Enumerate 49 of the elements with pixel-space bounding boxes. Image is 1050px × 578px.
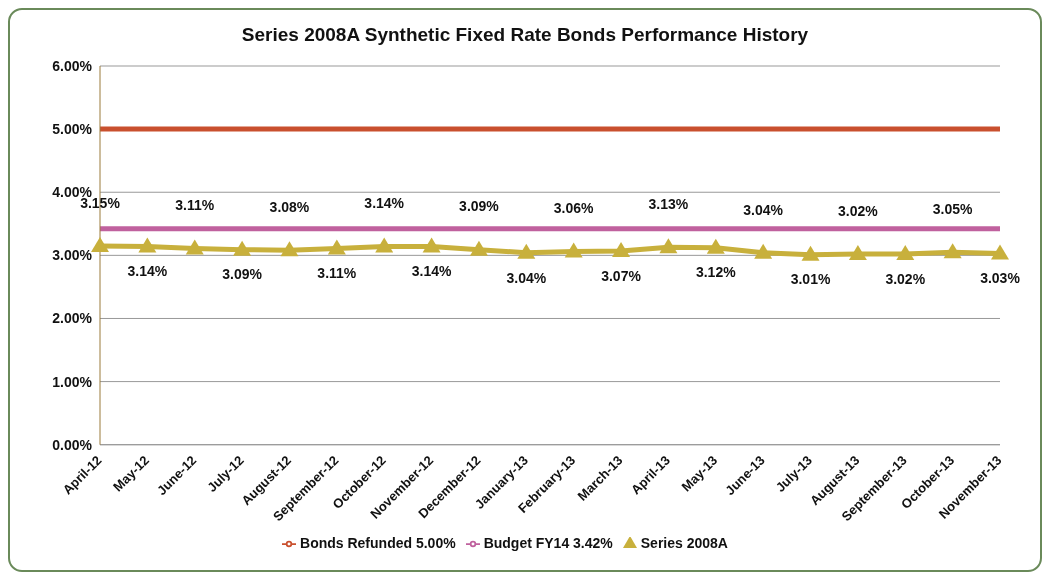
point xyxy=(801,245,820,261)
data-label: 3.11% xyxy=(175,197,215,214)
y-tick-label: 0.00% xyxy=(52,436,93,453)
point xyxy=(706,238,725,254)
data-label: 3.04% xyxy=(743,201,784,218)
point xyxy=(280,241,299,257)
y-tick-label: 2.00% xyxy=(52,310,93,327)
data-label: 3.09% xyxy=(459,198,500,215)
data-label: 3.14% xyxy=(364,195,405,212)
legend-label: Budget FY14 3.42% xyxy=(483,534,613,551)
legend-label: Bonds Refunded 5.00% xyxy=(300,534,456,551)
data-label: 3.07% xyxy=(601,267,642,284)
point xyxy=(91,236,109,252)
data-label: 3.06% xyxy=(553,200,595,217)
legend-label: Series 2008A xyxy=(640,534,728,551)
point xyxy=(375,237,394,253)
point xyxy=(896,245,915,261)
point xyxy=(754,243,773,259)
data-label: 3.02% xyxy=(838,202,879,219)
point xyxy=(848,245,867,261)
data-label: 3.05% xyxy=(932,200,974,217)
point xyxy=(564,242,583,258)
point xyxy=(943,243,962,259)
data-label: 3.12% xyxy=(695,264,737,281)
chart-title: Series 2008A Synthetic Fixed Rate Bonds Performance History xyxy=(240,24,810,46)
data-label: 3.14% xyxy=(411,263,452,280)
point xyxy=(991,244,1009,260)
point xyxy=(233,240,252,256)
point xyxy=(138,237,157,253)
data-label: 3.03% xyxy=(980,270,1021,287)
y-tick-label: 6.00% xyxy=(52,57,93,74)
data-label: 3.01% xyxy=(790,271,831,288)
y-tick-label: 3.00% xyxy=(52,247,93,264)
data-label: 3.13% xyxy=(648,195,689,212)
data-label: 3.09% xyxy=(222,266,263,283)
point xyxy=(422,237,441,253)
data-label: 3.02% xyxy=(885,270,926,287)
point xyxy=(327,239,346,255)
data-label: 3.11% xyxy=(317,265,357,282)
data-label: 3.14% xyxy=(127,263,168,280)
point xyxy=(612,241,631,257)
y-tick-label: 1.00% xyxy=(52,373,93,390)
y-tick-label: 5.00% xyxy=(52,121,93,138)
point xyxy=(469,240,488,256)
data-label: 3.08% xyxy=(269,199,310,216)
point xyxy=(185,239,204,255)
point xyxy=(517,243,536,259)
point xyxy=(659,238,678,254)
data-label: 3.04% xyxy=(506,269,547,286)
